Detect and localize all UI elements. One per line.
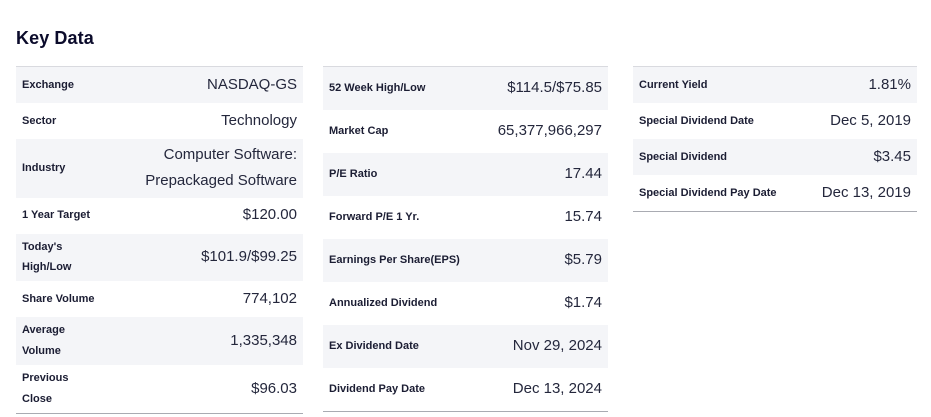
row-label: Previous Close: [22, 372, 69, 405]
key-data-section: Exchange NASDAQ-GS Sector Technology Ind…: [0, 66, 931, 414]
row-value: NASDAQ-GS: [206, 75, 297, 93]
row-label: Sector: [22, 114, 57, 127]
row-value: 1,335,348: [230, 332, 297, 350]
row-label: 52 Week High/Low: [329, 82, 426, 95]
key-data-column-2: 52 Week High/Low $114.5/$75.85 Market Ca…: [323, 66, 608, 412]
row-label: Average Volume: [22, 324, 66, 358]
table-row: Earnings Per Share(EPS) $5.79: [323, 239, 608, 282]
row-value: Dec 13, 2019: [821, 183, 911, 201]
row-label: Special Dividend Date: [639, 114, 754, 127]
row-label: Forward P/E 1 Yr.: [329, 211, 420, 224]
row-value: 17.44: [564, 165, 602, 183]
row-label: Industry: [22, 161, 66, 174]
row-value: Dec 5, 2019: [830, 111, 911, 129]
key-data-column-1: Exchange NASDAQ-GS Sector Technology Ind…: [16, 66, 303, 414]
table-row: Industry Computer Software: Prepackaged …: [16, 139, 303, 198]
table-row: 1 Year Target $120.00: [16, 198, 303, 234]
table-row: Special Dividend Pay Date Dec 13, 2019: [633, 175, 917, 211]
table-row: Exchange NASDAQ-GS: [16, 67, 303, 103]
row-value: $96.03: [251, 379, 297, 397]
row-value: 15.74: [564, 208, 602, 226]
table-row: Special Dividend $3.45: [633, 139, 917, 175]
table-row: Ex Dividend Date Nov 29, 2024: [323, 325, 608, 368]
table-row: Sector Technology: [16, 103, 303, 139]
row-value: 65,377,966,297: [497, 122, 602, 140]
table-row: Annualized Dividend $1.74: [323, 282, 608, 325]
table-row: Current Yield 1.81%: [633, 67, 917, 103]
row-value: $3.45: [873, 147, 911, 165]
row-label: Earnings Per Share(EPS): [329, 254, 460, 267]
row-value: $120.00: [242, 206, 297, 224]
row-value: 1.81%: [868, 75, 911, 93]
row-label: P/E Ratio: [329, 168, 378, 181]
table-row: Average Volume 1,335,348: [16, 317, 303, 366]
row-value: Nov 29, 2024: [512, 337, 602, 355]
row-value: 774,102: [242, 290, 297, 308]
row-value: $1.74: [564, 294, 602, 312]
row-value: Dec 13, 2024: [512, 380, 602, 398]
row-value: Computer Software: Prepackaged Software: [145, 146, 297, 190]
row-label: Exchange: [22, 78, 74, 91]
row-value: $5.79: [564, 251, 602, 269]
table-row: Today's High/Low $101.9/$99.25: [16, 233, 303, 282]
row-value: Technology: [221, 111, 297, 129]
row-label: Share Volume: [22, 292, 95, 305]
row-label: Current Yield: [639, 78, 708, 91]
row-label: Special Dividend: [639, 150, 728, 163]
table-row: P/E Ratio 17.44: [323, 153, 608, 196]
page-title: Key Data: [16, 28, 94, 48]
key-data-column-3: Current Yield 1.81% Special Dividend Dat…: [633, 66, 917, 212]
table-row: Dividend Pay Date Dec 13, 2024: [323, 368, 608, 411]
row-label: Today's High/Low: [22, 240, 72, 274]
row-label: Dividend Pay Date: [329, 383, 425, 396]
table-row: Special Dividend Date Dec 5, 2019: [633, 103, 917, 139]
row-label: Special Dividend Pay Date: [639, 186, 777, 199]
table-row: Previous Close $96.03: [16, 365, 303, 413]
row-label: 1 Year Target: [22, 209, 91, 222]
table-row: Market Cap 65,377,966,297: [323, 110, 608, 153]
row-label: Annualized Dividend: [329, 297, 438, 310]
table-row: Forward P/E 1 Yr. 15.74: [323, 196, 608, 239]
row-value: $114.5/$75.85: [507, 79, 602, 97]
table-row: Share Volume 774,102: [16, 281, 303, 317]
table-row: 52 Week High/Low $114.5/$75.85: [323, 67, 608, 110]
row-label: Market Cap: [329, 125, 389, 138]
row-value: $101.9/$99.25: [201, 248, 297, 266]
row-label: Ex Dividend Date: [329, 340, 419, 353]
